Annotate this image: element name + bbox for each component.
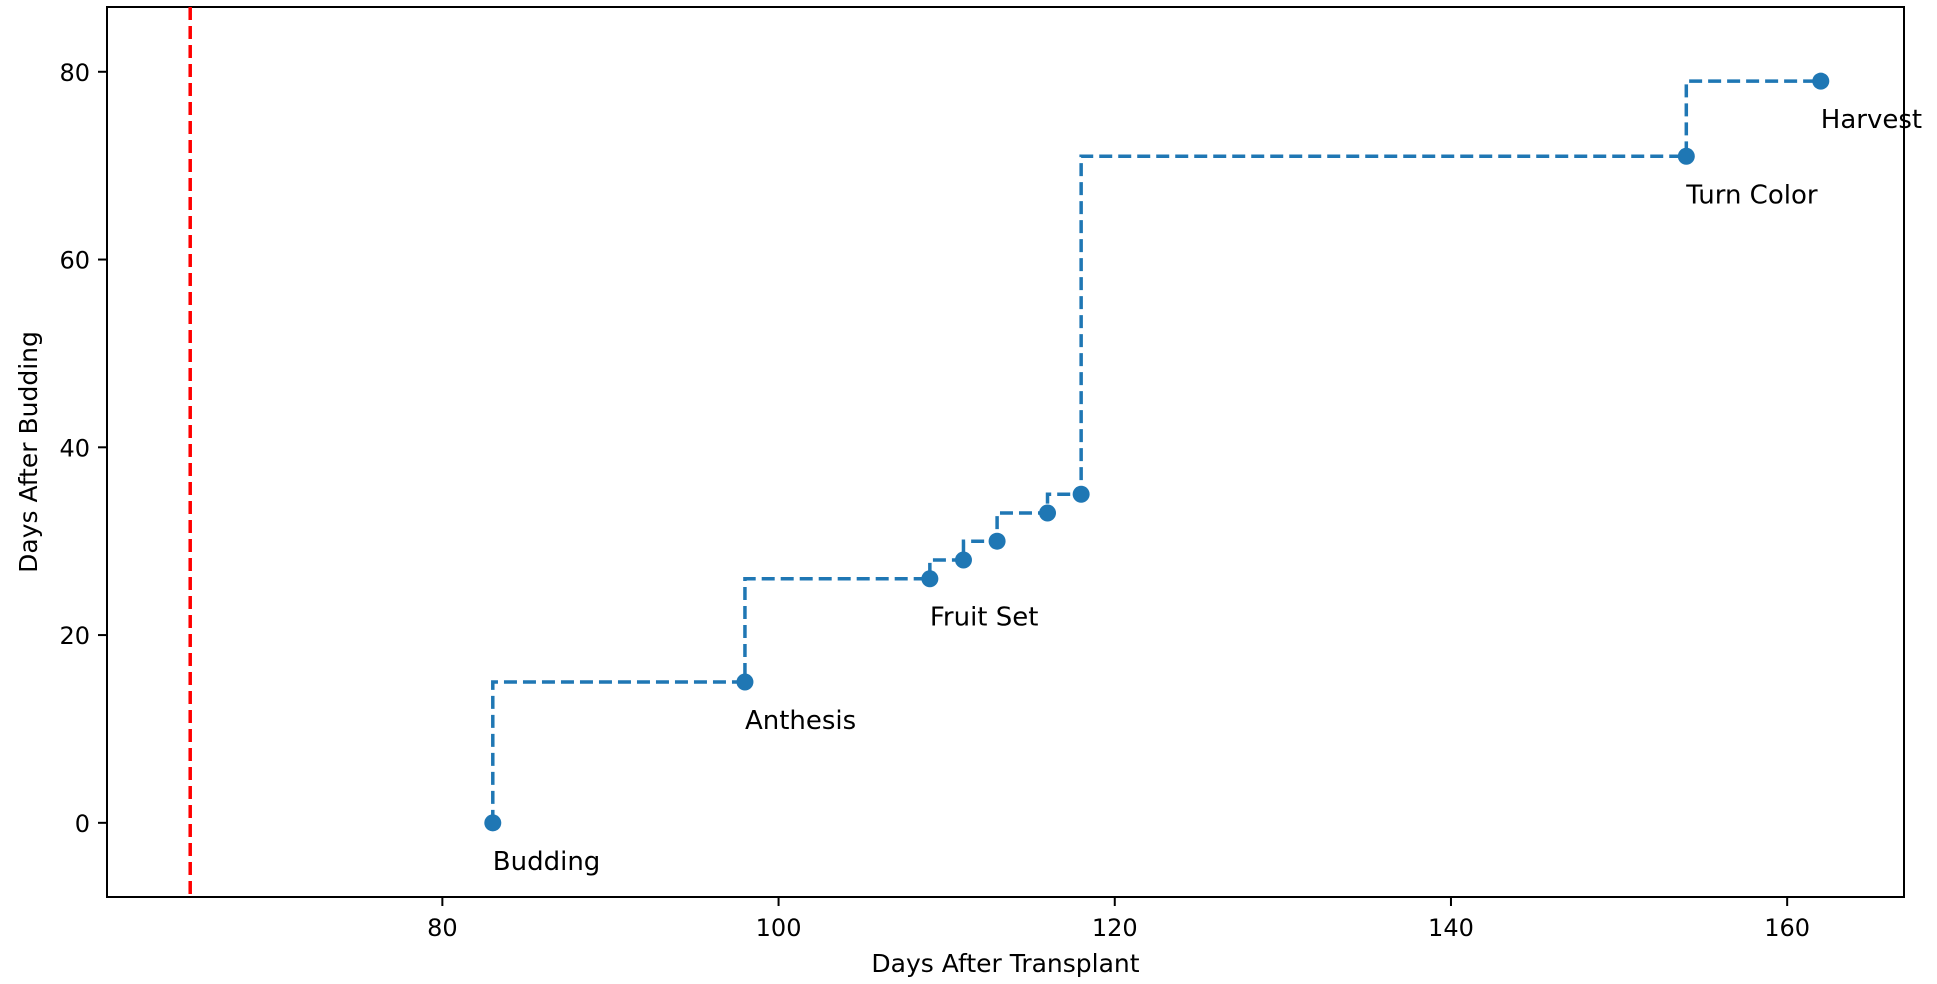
- plot-frame: [106, 6, 1905, 898]
- x-tick-label: 160: [1764, 914, 1810, 942]
- x-tick-label: 100: [756, 914, 802, 942]
- data-point: [736, 673, 754, 691]
- data-point: [1039, 504, 1057, 522]
- point-label: Turn Color: [1685, 180, 1818, 210]
- point-label: Fruit Set: [930, 603, 1039, 633]
- data-point: [1072, 485, 1090, 503]
- data-point: [954, 551, 972, 569]
- point-label: Harvest: [1821, 105, 1922, 135]
- y-axis-title: Days After Budding: [14, 331, 43, 573]
- y-tick-label: 40: [59, 434, 90, 462]
- y-tick-label: 80: [59, 59, 90, 87]
- y-tick-label: 60: [59, 247, 90, 275]
- y-tick-label: 20: [59, 622, 90, 650]
- x-tick-label: 80: [427, 914, 458, 942]
- point-label: Budding: [493, 847, 601, 877]
- plot-area: 80 100 120 140 160 0 20 40 60 80 Budding Anthesis Fr…: [59, 6, 1922, 942]
- data-point: [484, 814, 502, 832]
- y-tick-label: 0: [75, 810, 90, 838]
- x-axis-title: Days After Transplant: [871, 949, 1139, 978]
- data-point: [1812, 72, 1830, 90]
- data-point: [1677, 147, 1695, 165]
- data-point: [921, 570, 939, 588]
- data-point: [988, 532, 1006, 550]
- point-label: Anthesis: [745, 706, 856, 736]
- x-tick-label: 140: [1428, 914, 1474, 942]
- x-tick-label: 120: [1092, 914, 1138, 942]
- series-line: [491, 79, 1821, 823]
